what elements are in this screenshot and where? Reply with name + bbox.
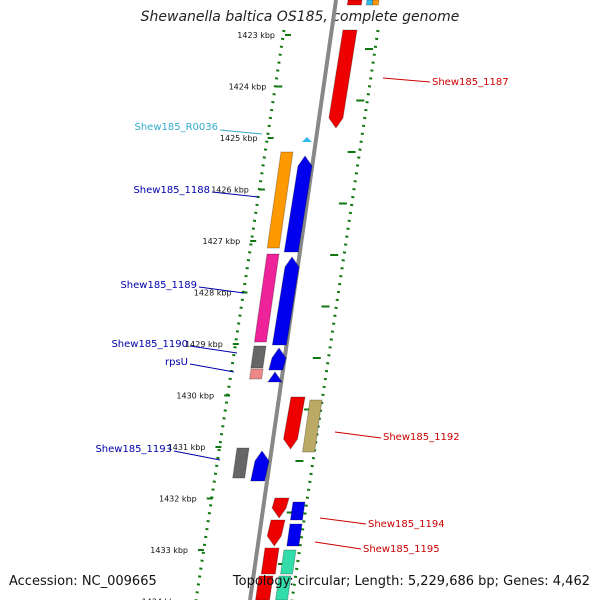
gene-rpsu: [266, 371, 283, 383]
tick-label: 1432 kbp: [159, 495, 197, 504]
gene-label: Shew185_1192: [383, 432, 460, 443]
gene-leader-line: [189, 363, 235, 373]
feature-top-orange: [371, 0, 380, 6]
tick-label: 1428 kbp: [194, 289, 232, 298]
gene-label: Shew185_1194: [368, 519, 445, 530]
right-rail-dotted: [290, 29, 380, 600]
gene-label: Shew185_R0036: [134, 122, 218, 133]
left-rail-dotted: [194, 29, 286, 600]
gene-leader-line: [382, 77, 431, 83]
gene-shew185-1189: [271, 256, 300, 346]
gene-leader-line: [189, 345, 238, 354]
gene-label: Shew185_1190: [111, 339, 188, 350]
gene-shew185-1190-gray: [250, 345, 267, 369]
gene-leader-line: [173, 450, 221, 461]
gene-shew185-1189-magenta: [253, 253, 280, 343]
gene-shew185-1190: [268, 347, 287, 371]
accession-text: Accession: NC_009665: [9, 574, 157, 589]
tick-label: 1433 kbp: [150, 546, 188, 555]
gene-shew185-1188-orange: [266, 151, 294, 249]
gene-shew185-1192: [283, 396, 306, 450]
gene-shew185-r0036: [302, 137, 312, 142]
tick-label: 1430 kbp: [176, 392, 214, 401]
gene-leader-line: [319, 517, 367, 525]
gene-shew185-1195: [266, 519, 286, 547]
gene-shew185-1187: [328, 29, 358, 129]
gene-leader-line: [198, 286, 245, 294]
gene-shew185-1193-gray: [232, 447, 250, 479]
gene-shew185-1195-blue: [286, 523, 303, 547]
gene-leader-line: [211, 191, 259, 198]
gene-label: Shew185_1195: [363, 544, 440, 555]
tick-label: 1425 kbp: [220, 134, 258, 143]
gene-label: Shew185_1187: [432, 77, 509, 88]
tick-label: 1424 kbp: [229, 83, 267, 92]
feature-bottom-teal: [279, 549, 297, 575]
tick-label: 1429 kbp: [185, 340, 223, 349]
feature-bottom-red: [260, 547, 280, 575]
map-title: Shewanella baltica OS185, complete genom…: [140, 9, 460, 25]
tick-label: 1434 kbp: [142, 598, 180, 600]
gene-label: Shew185_1189: [120, 280, 197, 291]
gene-label: Shew185_1193: [95, 444, 172, 455]
gene-shew185-1193: [250, 450, 270, 482]
tick-label: 1426 kbp: [211, 186, 249, 195]
gene-shew185-1192-olive: [301, 399, 323, 453]
feature-top-red: [346, 0, 363, 6]
gene-label: Shew185_1188: [133, 185, 210, 196]
feature-bottom-teal2: [275, 575, 292, 600]
gene-leader-line: [314, 541, 362, 550]
tick-label: 1423 kbp: [237, 31, 275, 40]
gene-label: rpsU: [165, 357, 188, 368]
tick-label: 1431 kbp: [168, 443, 206, 452]
gene-leader-line: [334, 431, 382, 439]
gene-shew185-1188: [283, 155, 313, 253]
gene-shew185-1194-blue: [289, 501, 306, 521]
gene-shew185-1194: [271, 497, 290, 519]
gene-leader-line: [219, 129, 263, 135]
tick-label: 1427 kbp: [202, 237, 240, 246]
feature-bottom-red2: [255, 575, 274, 600]
topology-text: Topology: circular; Length: 5,229,686 bp…: [232, 574, 590, 589]
gene-rpsu-pink: [248, 368, 264, 380]
